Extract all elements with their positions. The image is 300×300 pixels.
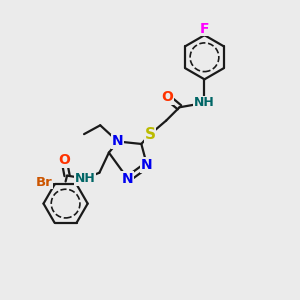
Text: N: N	[141, 158, 153, 172]
Text: S: S	[145, 127, 155, 142]
Text: NH: NH	[75, 172, 96, 185]
Text: Br: Br	[36, 176, 52, 189]
Text: N: N	[112, 134, 124, 148]
Text: O: O	[161, 90, 173, 104]
Text: F: F	[200, 22, 209, 36]
Text: NH: NH	[194, 96, 215, 110]
Text: N: N	[122, 172, 134, 186]
Text: O: O	[58, 153, 70, 167]
